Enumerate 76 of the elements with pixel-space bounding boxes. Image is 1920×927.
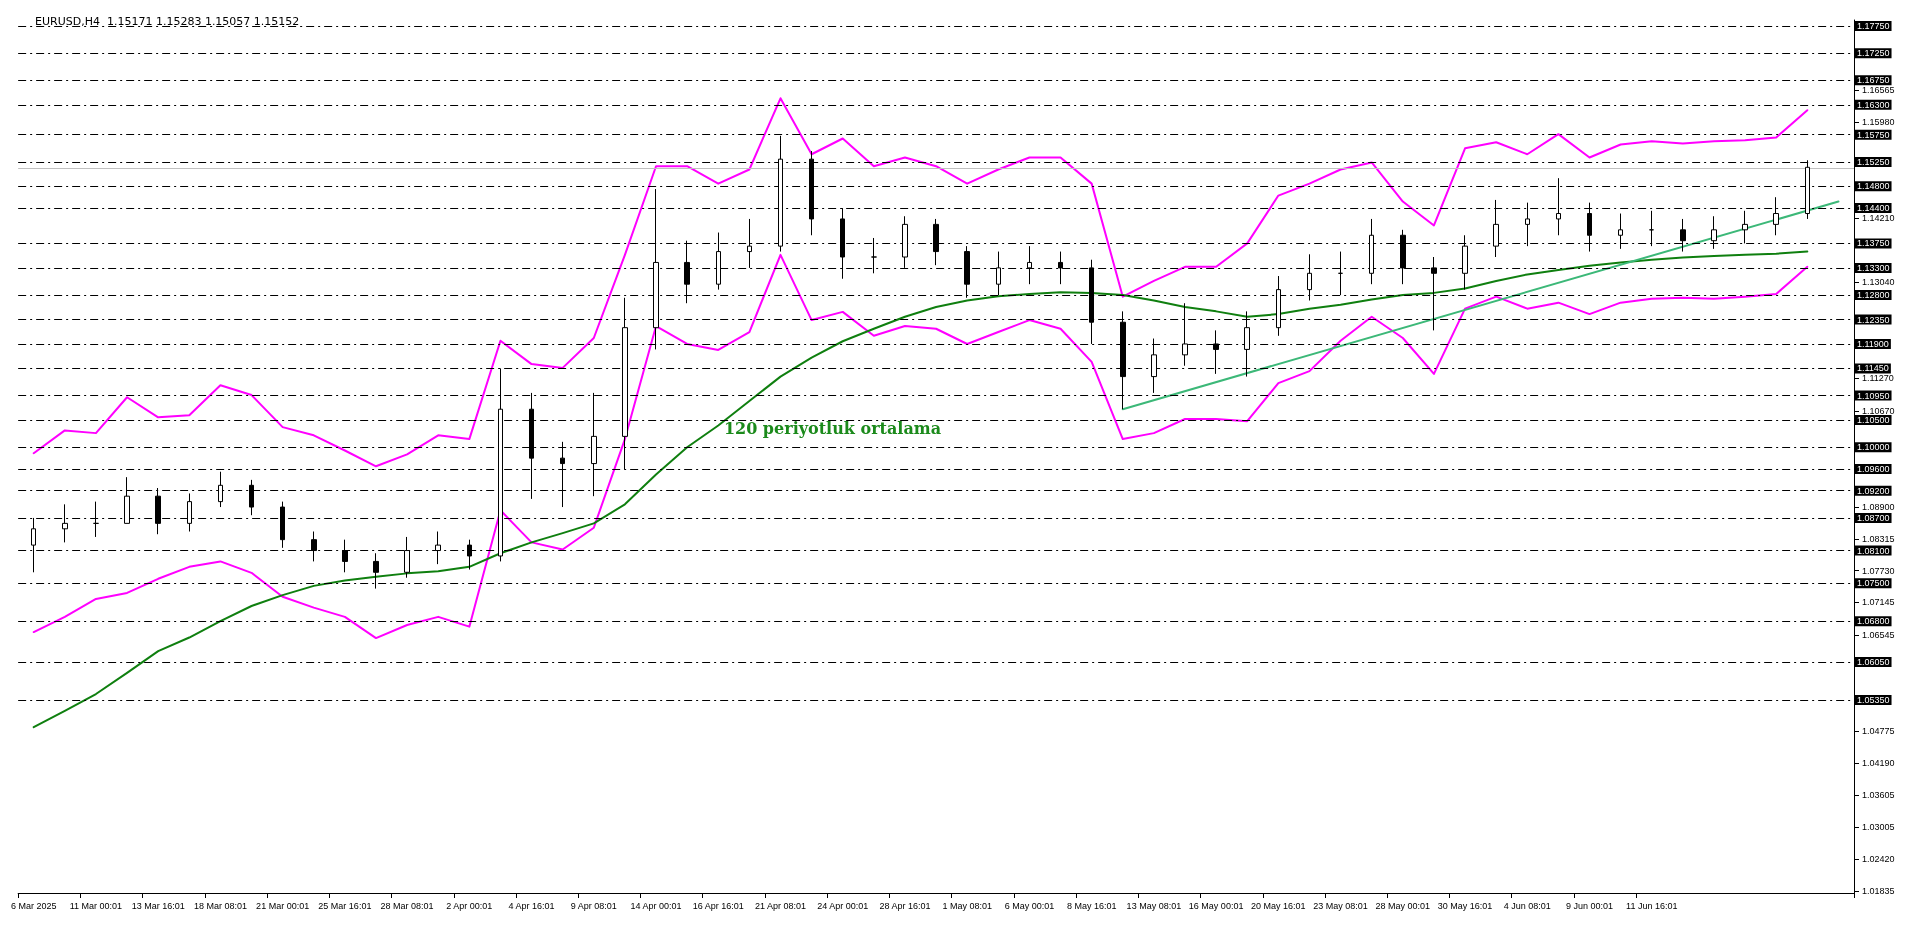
y-tick-label: 1.13040 bbox=[1862, 277, 1895, 288]
x-tick-label: 8 May 16:01 bbox=[1066, 900, 1117, 911]
x-tick-label: 21 Mar 00:01 bbox=[256, 900, 310, 911]
ref-line-label: 1.11450 bbox=[1857, 363, 1889, 374]
ref-line-label: 1.13300 bbox=[1857, 262, 1890, 273]
x-tick-label: 25 Mar 16:01 bbox=[318, 900, 372, 911]
x-tick-label: 24 Apr 00:01 bbox=[817, 900, 869, 911]
ref-line-label: 1.15750 bbox=[1857, 129, 1890, 140]
ref-line-label: 1.13750 bbox=[1857, 238, 1890, 249]
x-tick-label: 11 Jun 16:01 bbox=[1626, 900, 1678, 911]
x-tick-label: 2 Apr 00:01 bbox=[446, 900, 493, 911]
y-tick-label: 1.04190 bbox=[1862, 758, 1895, 769]
x-tick-label: 21 Apr 08:01 bbox=[754, 900, 807, 911]
x-tick-label: 4 Apr 16:01 bbox=[508, 900, 555, 911]
x-tick-label: 13 May 08:01 bbox=[1126, 900, 1182, 911]
y-tick-label: 1.04775 bbox=[1862, 726, 1895, 737]
x-tick-label: 13 Mar 16:01 bbox=[131, 900, 185, 911]
line-series bbox=[32, 253, 1809, 640]
ref-line-label: 1.12350 bbox=[1857, 314, 1890, 325]
y-tick-label: 1.11270 bbox=[1862, 373, 1894, 384]
ref-line-label: 1.16300 bbox=[1857, 99, 1890, 110]
ref-line-label: 1.17750 bbox=[1857, 20, 1890, 31]
y-tick-label: 1.06545 bbox=[1862, 630, 1895, 641]
x-tick-label: 28 Apr 16:01 bbox=[879, 900, 931, 911]
ref-line-label: 1.15250 bbox=[1857, 156, 1890, 167]
candlestick bbox=[1742, 210, 1748, 244]
x-tick-label: 20 May 16:01 bbox=[1251, 900, 1306, 911]
x-tick-label: 11 Mar 00:01 bbox=[69, 900, 123, 911]
ref-line-label: 1.11900 bbox=[1857, 338, 1889, 349]
y-tick-label: 1.07730 bbox=[1862, 565, 1895, 576]
annotation: 120 periyotluk ortalama bbox=[723, 419, 942, 439]
x-tick-label: 16 Apr 16:01 bbox=[692, 900, 744, 911]
chart-title: EURUSD,H4 1.15171 1.15283 1.15057 1.15152 bbox=[35, 15, 300, 28]
y-tick-label: 1.02420 bbox=[1862, 854, 1895, 865]
ref-line-label: 1.05350 bbox=[1857, 695, 1890, 706]
x-tick-label: 23 May 08:01 bbox=[1313, 900, 1368, 911]
ref-line-label: 1.14800 bbox=[1857, 181, 1890, 192]
y-tick-label: 1.08315 bbox=[1862, 533, 1895, 544]
y-tick-label: 1.01835 bbox=[1862, 886, 1895, 897]
ref-line-label: 1.07500 bbox=[1857, 578, 1890, 589]
ref-line-label: 1.14400 bbox=[1857, 203, 1890, 214]
x-tick-label: 14 Apr 00:01 bbox=[630, 900, 682, 911]
ref-line-label: 1.17250 bbox=[1857, 48, 1890, 59]
ref-line-label: 1.09600 bbox=[1857, 464, 1890, 474]
ref-line-label: 1.06050 bbox=[1857, 656, 1890, 667]
x-tick-label: 9 Apr 08:01 bbox=[570, 900, 617, 911]
y-tick-label: 1.07145 bbox=[1862, 597, 1895, 608]
line-series bbox=[32, 97, 1809, 468]
y-tick-label: 1.08900 bbox=[1862, 502, 1895, 513]
y-tick-label: 1.15980 bbox=[1862, 117, 1895, 128]
x-tick-label: 30 May 16:01 bbox=[1437, 900, 1493, 911]
y-tick-label: 1.16565 bbox=[1862, 85, 1895, 96]
y-tick-label: 1.03005 bbox=[1862, 822, 1895, 833]
y-tick-label: 1.03605 bbox=[1862, 789, 1895, 800]
ref-line-label: 1.09200 bbox=[1857, 485, 1890, 496]
ref-line-label: 1.08100 bbox=[1857, 545, 1890, 556]
ref-line-label: 1.06800 bbox=[1857, 616, 1890, 627]
x-tick-label: 16 May 00:01 bbox=[1188, 900, 1244, 911]
x-tick-label: 6 May 00:01 bbox=[1004, 900, 1055, 911]
x-tick-label: 9 Jun 00:01 bbox=[1565, 900, 1614, 911]
ref-line-label: 1.08700 bbox=[1857, 512, 1890, 523]
x-tick-label: 18 Mar 08:01 bbox=[193, 900, 247, 911]
y-tick-label: 1.14210 bbox=[1862, 213, 1895, 224]
y-tick-label: 1.10670 bbox=[1862, 405, 1895, 416]
x-tick-label: 4 Jun 08:01 bbox=[1503, 900, 1551, 911]
ref-line-label: 1.10000 bbox=[1857, 442, 1890, 453]
ref-line-label: 1.10500 bbox=[1857, 415, 1890, 426]
x-tick-label: 6 Mar 2025 bbox=[10, 900, 57, 911]
candlestick bbox=[280, 501, 285, 549]
ref-line-label: 1.16750 bbox=[1857, 75, 1890, 86]
ref-line-label: 1.10950 bbox=[1857, 390, 1890, 401]
x-tick-label: 28 May 00:01 bbox=[1375, 900, 1431, 911]
ref-line-label: 1.12800 bbox=[1857, 290, 1890, 301]
x-tick-label: 28 Mar 08:01 bbox=[380, 900, 434, 911]
line-series bbox=[32, 250, 1809, 729]
x-tick-label: 1 May 08:01 bbox=[942, 900, 992, 911]
